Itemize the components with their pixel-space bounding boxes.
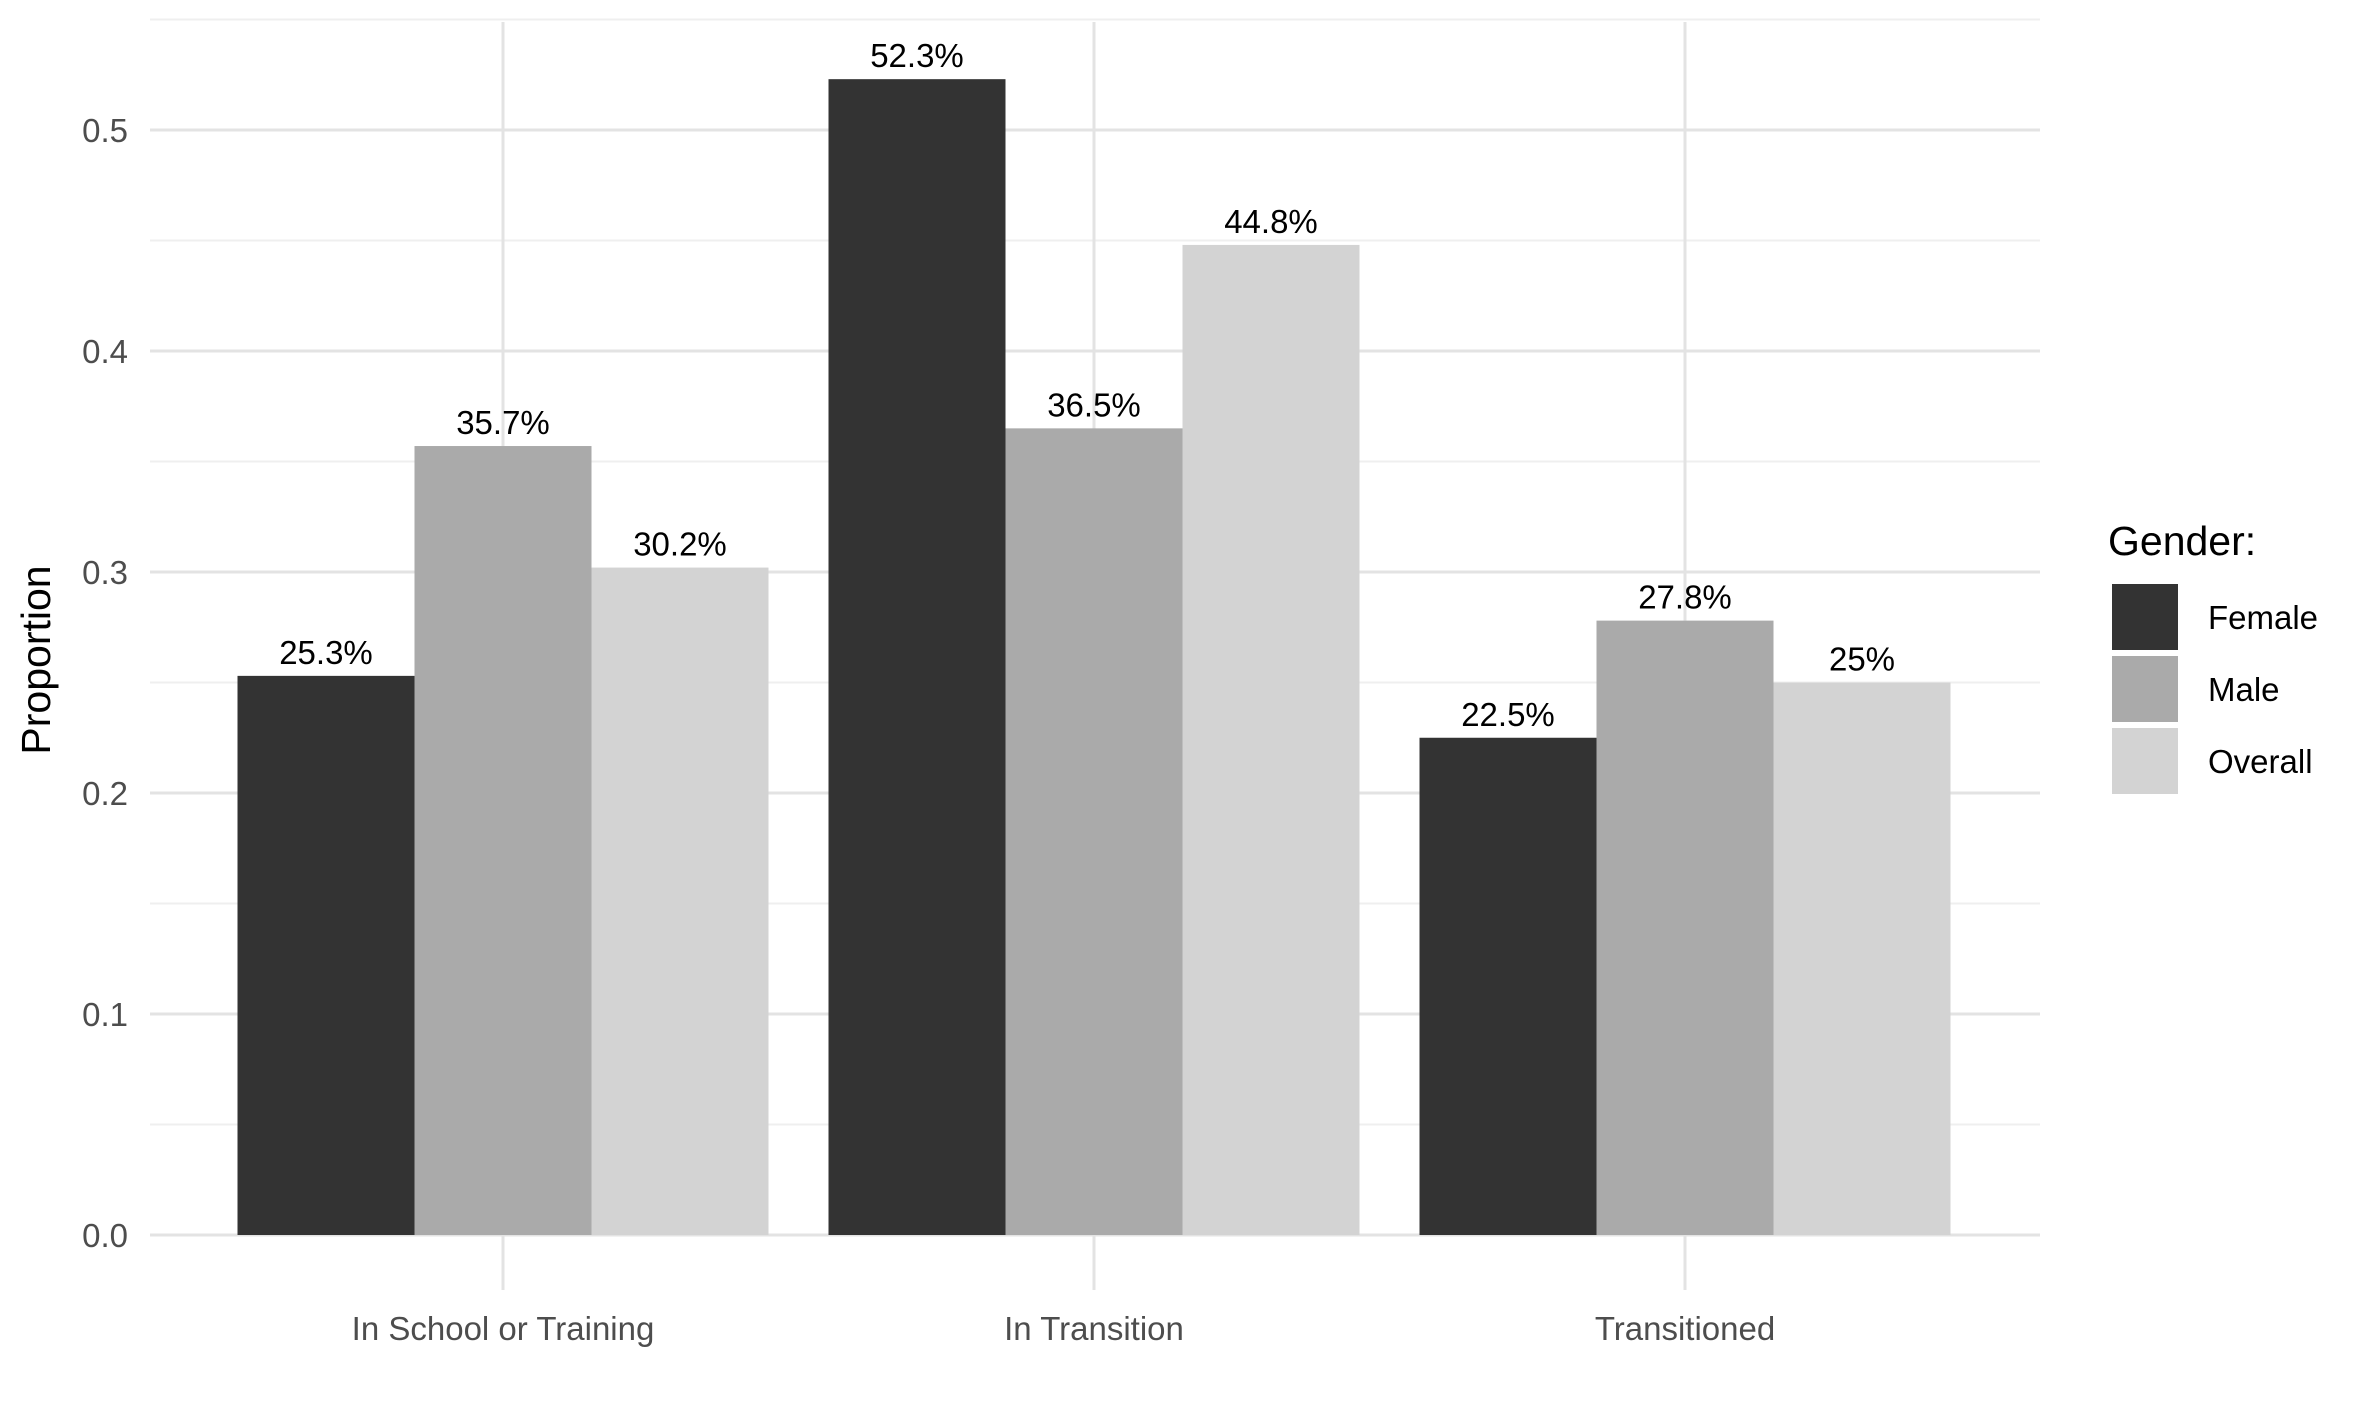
bar-value-label: 27.8% [1638, 579, 1732, 616]
bar-value-label: 35.7% [456, 404, 550, 441]
legend-key-overall [2112, 728, 2178, 794]
bar-overall [1773, 682, 1951, 1235]
bars [237, 79, 1951, 1236]
bar-value-label: 25% [1829, 641, 1895, 678]
bar-value-label: 52.3% [870, 37, 964, 74]
bar-male [414, 446, 592, 1235]
legend-label: Female [2208, 599, 2318, 636]
x-tick-label: Transitioned [1595, 1310, 1775, 1347]
legend-label: Overall [2208, 743, 2313, 780]
y-tick-label: 0.1 [82, 996, 128, 1033]
data-labels: 25.3% 52.3% 22.5% 35.7% 36.5% 27.8% 30.2% 44.8%… [279, 37, 1895, 733]
y-tick-label: 0.5 [82, 112, 128, 149]
y-axis-ticks: 0.0 0.1 0.2 0.3 0.4 0.5 [82, 112, 128, 1254]
x-axis-ticks: In School or Training In Transition Transi… [352, 1310, 1776, 1347]
bar-value-label: 36.5% [1047, 386, 1141, 423]
bar-value-label: 22.5% [1461, 696, 1555, 733]
x-tick-label: In Transition [1004, 1310, 1184, 1347]
bar-female [828, 79, 1006, 1235]
legend-key-female [2112, 584, 2178, 650]
y-axis-title: Proportion [13, 565, 59, 754]
bar-female [237, 675, 415, 1235]
bar-value-label: 25.3% [279, 634, 373, 671]
y-tick-label: 0.3 [82, 554, 128, 591]
bar-overall [591, 567, 769, 1235]
y-tick-label: 0.0 [82, 1217, 128, 1254]
y-tick-label: 0.4 [82, 333, 128, 370]
bar-male [1596, 620, 1774, 1235]
bar-overall [1182, 244, 1360, 1236]
y-tick-label: 0.2 [82, 775, 128, 812]
bar-value-label: 44.8% [1224, 203, 1318, 240]
legend-title: Gender: [2108, 518, 2256, 564]
legend-key-male [2112, 656, 2178, 722]
x-tick-label: In School or Training [352, 1310, 655, 1347]
bar-male [1005, 428, 1183, 1236]
legend-label: Male [2208, 671, 2280, 708]
bar-value-label: 30.2% [633, 526, 727, 563]
bar-female [1419, 737, 1597, 1235]
legend: Gender: Female Male Overall [2108, 518, 2318, 794]
